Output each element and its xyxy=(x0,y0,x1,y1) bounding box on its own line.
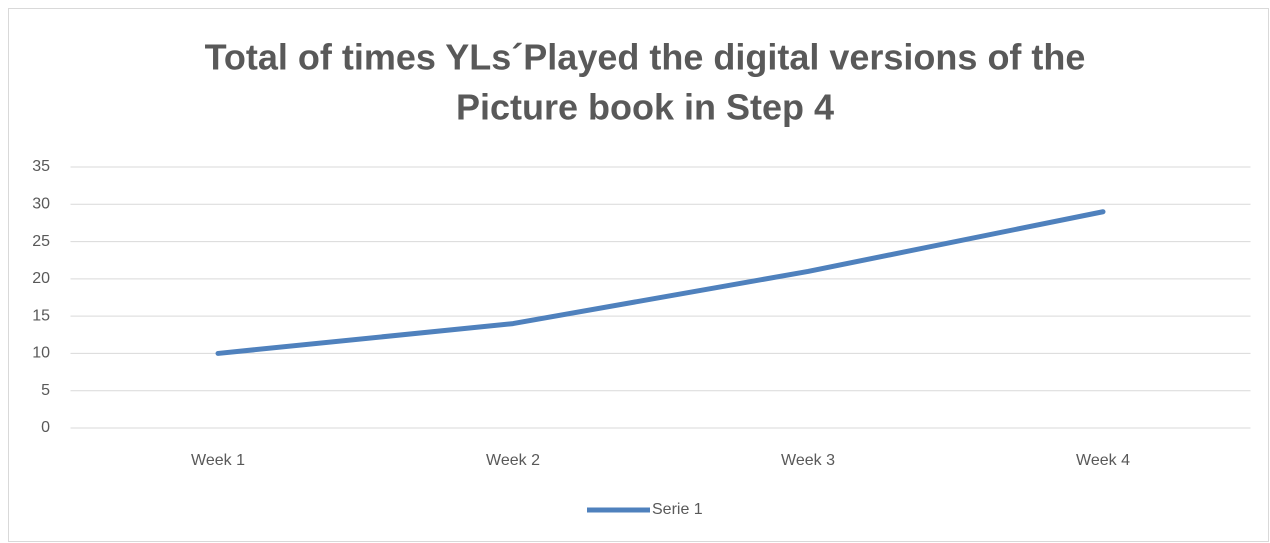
x-tick-label: Week 1 xyxy=(191,452,245,469)
x-tick-label: Week 4 xyxy=(1076,452,1130,469)
y-tick-label: 10 xyxy=(32,345,50,362)
x-tick-label: Week 3 xyxy=(781,452,835,469)
y-tick-label: 30 xyxy=(32,196,50,213)
y-tick-label: 15 xyxy=(32,307,50,324)
data-line xyxy=(215,209,1106,356)
chart-border xyxy=(8,8,1269,542)
y-tick-label: 35 xyxy=(32,158,50,175)
y-tick-label: 20 xyxy=(32,270,50,287)
y-tick-label: 25 xyxy=(32,233,50,250)
chart-title: Total of times YLs´Played the digital ve… xyxy=(205,37,1086,78)
x-tick-label: Week 2 xyxy=(486,452,540,469)
y-tick-label: 5 xyxy=(41,382,50,399)
y-tick-label: 0 xyxy=(41,419,50,436)
legend-label: Serie 1 xyxy=(652,501,703,518)
chart-title: Picture book in Step 4 xyxy=(456,87,834,128)
